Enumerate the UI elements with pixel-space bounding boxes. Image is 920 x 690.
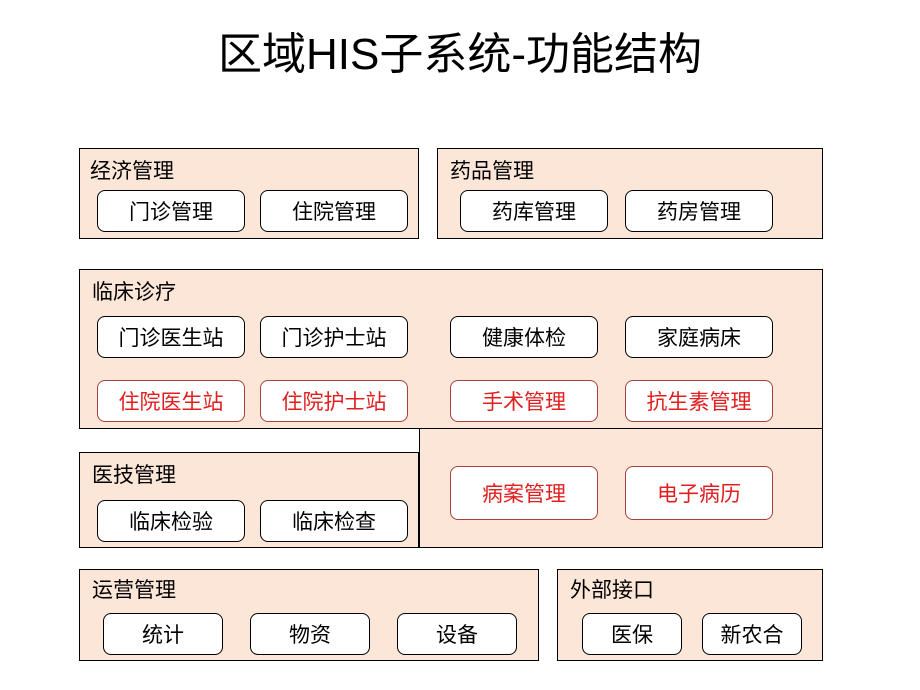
module-box: 药库管理 xyxy=(460,190,608,232)
module-box: 临床检验 xyxy=(97,500,245,542)
module-box: 药房管理 xyxy=(625,190,773,232)
module-box: 门诊医生站 xyxy=(97,316,245,358)
module-box: 住院医生站 xyxy=(97,380,245,422)
module-box: 电子病历 xyxy=(625,466,773,520)
module-box: 物资 xyxy=(250,613,370,655)
module-box: 健康体检 xyxy=(450,316,598,358)
module-box: 统计 xyxy=(103,613,223,655)
module-box: 病案管理 xyxy=(450,466,598,520)
page-title: 区域HIS子系统-功能结构 xyxy=(0,18,920,82)
module-box: 抗生素管理 xyxy=(625,380,773,422)
module-box: 门诊护士站 xyxy=(260,316,408,358)
module-box: 家庭病床 xyxy=(625,316,773,358)
group-label-drug: 药品管理 xyxy=(450,155,534,185)
module-box: 设备 xyxy=(397,613,517,655)
group-label-economy: 经济管理 xyxy=(90,155,174,185)
group-label-ops: 运营管理 xyxy=(92,574,176,604)
module-box: 医保 xyxy=(582,613,682,655)
group-label-external: 外部接口 xyxy=(570,574,654,604)
module-box: 临床检查 xyxy=(260,500,408,542)
module-box: 住院管理 xyxy=(260,190,408,232)
module-box: 住院护士站 xyxy=(260,380,408,422)
group-label-clinical: 临床诊疗 xyxy=(92,276,176,306)
group-label-medtech: 医技管理 xyxy=(92,459,176,489)
module-box: 新农合 xyxy=(702,613,802,655)
module-box: 手术管理 xyxy=(450,380,598,422)
module-box: 门诊管理 xyxy=(97,190,245,232)
